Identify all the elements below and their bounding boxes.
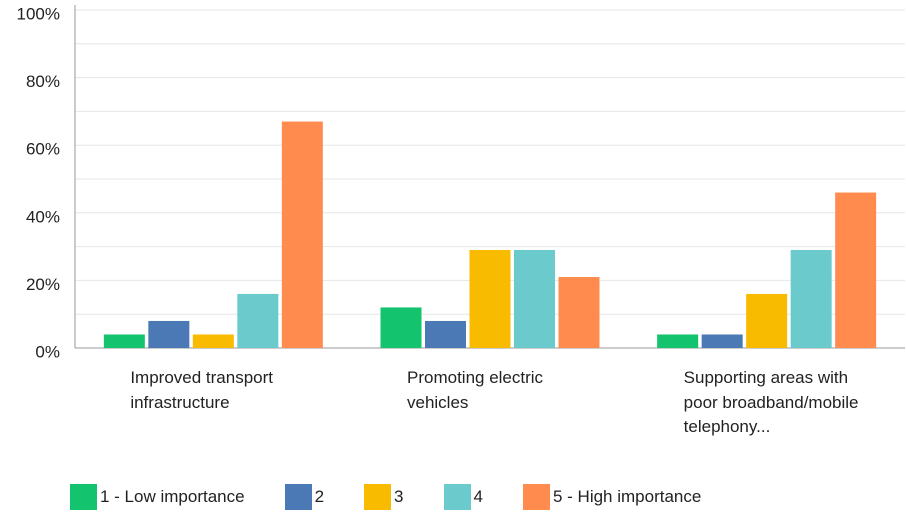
x-tick-label: Supporting areas with poor broadband/mob…: [683, 368, 859, 436]
legend-label: 2: [314, 487, 325, 506]
legend-label: 4: [473, 487, 483, 506]
legend-label: 1 - Low importance: [100, 487, 245, 506]
bar: [835, 192, 877, 348]
bar: [469, 249, 511, 348]
bar: [558, 277, 600, 348]
bar: [746, 293, 788, 348]
legend-label: 5 - High importance: [552, 487, 702, 506]
bar: [237, 293, 279, 348]
y-tick-label: 40%: [26, 207, 60, 226]
legend-item: 2: [284, 484, 325, 510]
legend-swatch: [70, 484, 97, 510]
x-tick-label: Promoting electric vehicles: [407, 368, 544, 412]
legend-item: 3: [364, 484, 404, 510]
legend-item: 5 - High importance: [522, 484, 702, 510]
bar: [192, 334, 234, 348]
legend-swatch: [443, 484, 471, 510]
legend-swatch: [522, 484, 550, 510]
bar: [425, 320, 466, 348]
legend: 1 - Low importance 2 3 4 5 - High importance: [70, 484, 701, 510]
y-tick-label: 20%: [26, 275, 60, 294]
y-tick-label: 80%: [26, 72, 60, 91]
bar: [281, 121, 323, 348]
legend-item: 4: [443, 484, 483, 510]
legend-swatch: [284, 484, 312, 510]
bar: [103, 334, 145, 348]
bar: [657, 334, 699, 348]
bar: [148, 320, 190, 348]
y-tick-label: 0%: [35, 342, 60, 361]
legend-swatch: [364, 484, 392, 510]
legend-item: 1 - Low importance: [70, 484, 245, 510]
y-tick-label: 60%: [26, 140, 60, 159]
bar: [380, 307, 422, 348]
y-tick-label: 100%: [17, 4, 60, 23]
x-tick-label: Improved transport infrastructure: [130, 368, 274, 412]
bar: [701, 334, 743, 348]
bar: [790, 249, 832, 348]
bar: [514, 249, 555, 348]
legend-label: 3: [394, 487, 404, 506]
